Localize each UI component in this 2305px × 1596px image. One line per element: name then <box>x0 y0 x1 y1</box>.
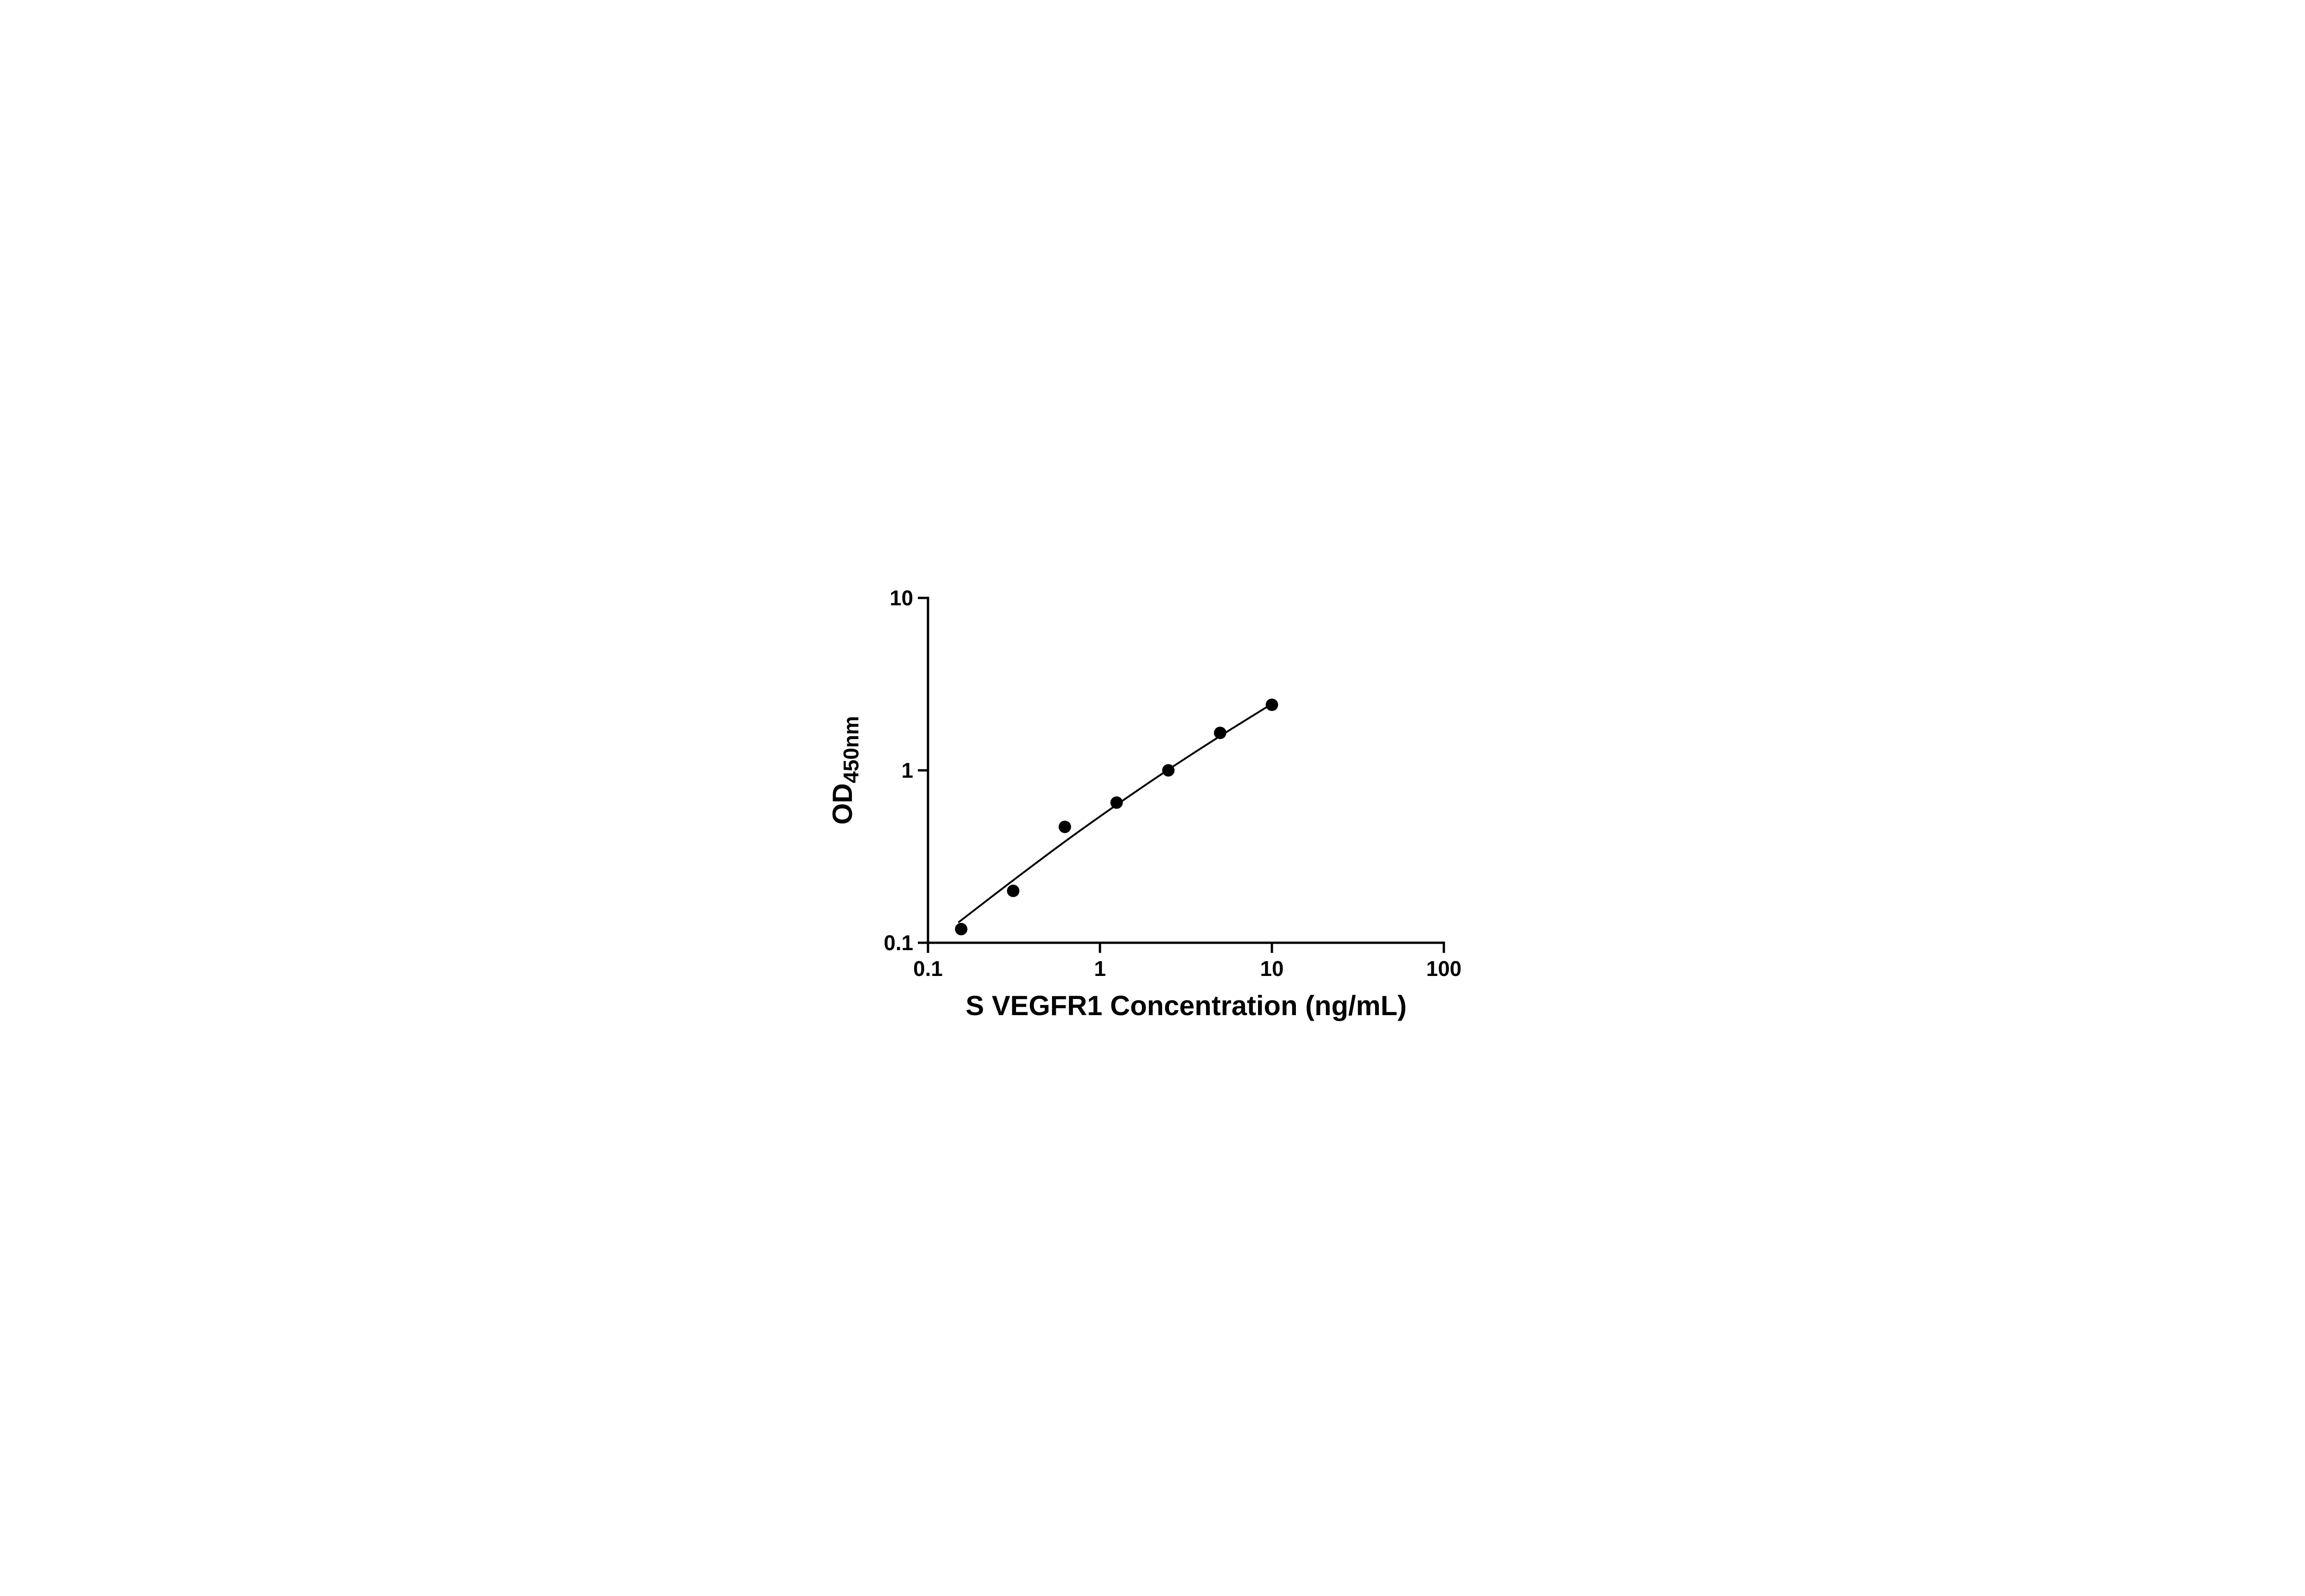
data-point <box>1006 884 1019 897</box>
data-point <box>1213 726 1226 739</box>
data-point <box>1110 796 1123 809</box>
y-axis-title-subscript: 450nm <box>839 716 863 783</box>
x-tick-label: 10 <box>1260 957 1283 981</box>
x-tick-label: 1 <box>1094 957 1106 981</box>
x-tick-label: 100 <box>1426 957 1461 981</box>
data-point <box>1058 820 1071 833</box>
data-point <box>955 922 967 935</box>
y-tick-label: 10 <box>889 586 913 610</box>
y-axis-title: OD450nm <box>827 716 863 825</box>
axes-group <box>927 597 1445 944</box>
x-axis-title: S VEGFR1 Concentration (ng/mL) <box>965 990 1407 1021</box>
standard-curve-chart: S VEGFR1 Concentration (ng/mL) OD450nm 0… <box>827 586 1461 1021</box>
y-tick-label: 1 <box>901 758 913 782</box>
y-tick-label: 0.1 <box>884 931 913 955</box>
elisa-standard-curve-figure: S VEGFR1 Concentration (ng/mL) OD450nm 0… <box>804 559 1502 1038</box>
x-tick-label: 0.1 <box>913 957 943 981</box>
data-point <box>1265 698 1278 711</box>
tick-labels-group: 0.1 1 10 100 0.1 1 10 <box>884 586 1461 981</box>
data-points-group <box>955 698 1278 935</box>
ticks-group <box>917 597 1445 953</box>
y-axis-title-main: OD <box>827 783 858 824</box>
data-point <box>1162 764 1175 776</box>
